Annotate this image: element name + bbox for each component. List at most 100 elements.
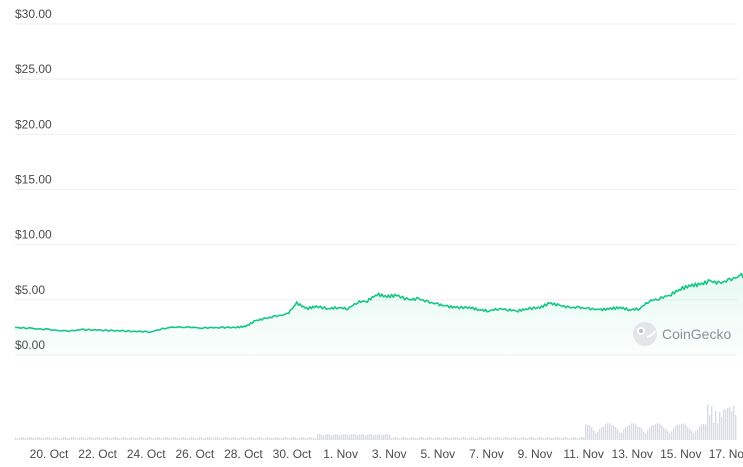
x-tick-label: 30. Oct bbox=[273, 447, 312, 461]
volume-bar bbox=[359, 434, 361, 440]
volume-bar bbox=[501, 438, 503, 440]
volume-bar bbox=[285, 437, 287, 440]
volume-bar bbox=[187, 438, 189, 440]
volume-bar bbox=[553, 437, 555, 440]
volume-bar bbox=[619, 432, 621, 440]
volume-bar bbox=[213, 438, 215, 440]
volume-bar bbox=[657, 423, 659, 440]
volume-bar bbox=[591, 427, 593, 440]
volume-bar bbox=[549, 437, 551, 440]
y-tick-label: $25.00 bbox=[15, 62, 52, 76]
volume-bar bbox=[615, 426, 617, 440]
volume-bar bbox=[377, 434, 379, 440]
volume-bar bbox=[479, 437, 481, 440]
volume-bar bbox=[633, 423, 635, 440]
volume-bar bbox=[543, 438, 545, 440]
volume-bar bbox=[107, 437, 109, 440]
volume-bar bbox=[461, 437, 463, 440]
volume-bar bbox=[181, 437, 183, 440]
volume-bar bbox=[317, 434, 319, 440]
volume-bar bbox=[221, 438, 223, 440]
volume-bar bbox=[565, 437, 567, 440]
volume-bar bbox=[373, 435, 375, 440]
volume-bar bbox=[515, 437, 517, 440]
volume-bar bbox=[609, 423, 611, 440]
volume-bar bbox=[257, 437, 259, 440]
volume-bar bbox=[17, 438, 19, 440]
volume-bar bbox=[353, 434, 355, 440]
volume-bar bbox=[329, 434, 331, 440]
volume-bar bbox=[583, 437, 585, 440]
volume-bar bbox=[447, 437, 449, 440]
volume-bar bbox=[391, 438, 393, 440]
volume-bar bbox=[505, 437, 507, 440]
volume-bar bbox=[413, 437, 415, 440]
volume-bar bbox=[415, 437, 417, 440]
volume-bar bbox=[451, 437, 453, 440]
volume-bar bbox=[319, 434, 321, 440]
volume-bar bbox=[709, 415, 711, 440]
volume-bar bbox=[323, 435, 325, 440]
volume-bar bbox=[551, 438, 553, 440]
volume-bar bbox=[113, 437, 115, 440]
volume-bar bbox=[643, 431, 645, 440]
volume-bar bbox=[205, 437, 207, 440]
volume-bar bbox=[79, 437, 81, 440]
volume-bar bbox=[383, 435, 385, 440]
volume-bar bbox=[371, 434, 373, 440]
volume-bar bbox=[455, 437, 457, 440]
volume-bar bbox=[185, 437, 187, 440]
volume-bar bbox=[669, 433, 671, 440]
volume-bar bbox=[245, 437, 247, 440]
volume-bar bbox=[467, 438, 469, 440]
volume-bar bbox=[225, 437, 227, 440]
volume-bar bbox=[63, 437, 65, 440]
volume-bar bbox=[703, 423, 705, 440]
volume-bar bbox=[375, 434, 377, 440]
volume-bar bbox=[117, 437, 119, 440]
volume-bar bbox=[679, 424, 681, 440]
y-tick-label: $5.00 bbox=[15, 283, 45, 297]
x-tick-label: 24. Oct bbox=[127, 447, 166, 461]
volume-bar bbox=[207, 437, 209, 440]
volume-bar bbox=[499, 437, 501, 440]
volume-bar bbox=[705, 424, 707, 440]
volume-bar bbox=[653, 425, 655, 440]
volume-bar bbox=[725, 409, 727, 440]
volume-bar bbox=[313, 437, 315, 440]
volume-bar bbox=[33, 437, 35, 440]
volume-bar bbox=[141, 437, 143, 440]
volume-bar bbox=[267, 437, 269, 440]
volume-bar bbox=[465, 437, 467, 440]
volume-bar bbox=[341, 434, 343, 440]
volume-bar bbox=[629, 424, 631, 440]
volume-bar bbox=[409, 437, 411, 440]
volume-bar bbox=[395, 437, 397, 440]
volume-bar bbox=[83, 437, 85, 440]
volume-bar bbox=[485, 437, 487, 440]
volume-bar bbox=[631, 423, 633, 440]
volume-bar bbox=[201, 437, 203, 440]
volume-bar bbox=[681, 423, 683, 440]
volume-bar bbox=[321, 434, 323, 440]
volume-bar bbox=[229, 438, 231, 440]
coingecko-watermark: CoinGecko bbox=[633, 322, 731, 346]
x-tick-label: 5. Nov bbox=[420, 447, 455, 461]
volume-bar bbox=[283, 437, 285, 440]
volume-bar bbox=[457, 437, 459, 440]
volume-bar bbox=[139, 437, 141, 440]
volume-bar bbox=[453, 437, 455, 440]
volume-bar bbox=[153, 438, 155, 440]
volume-bar bbox=[617, 429, 619, 440]
volume-bar bbox=[251, 437, 253, 440]
volume-bar bbox=[173, 437, 175, 440]
volume-bar bbox=[671, 431, 673, 440]
volume-bar bbox=[361, 434, 363, 440]
volume-bar bbox=[335, 434, 337, 440]
volume-bar bbox=[729, 406, 731, 440]
volume-bar bbox=[241, 437, 243, 440]
volume-bar bbox=[433, 438, 435, 440]
volume-bar bbox=[339, 435, 341, 440]
volume-bar bbox=[197, 437, 199, 440]
volume-bar bbox=[49, 437, 51, 440]
